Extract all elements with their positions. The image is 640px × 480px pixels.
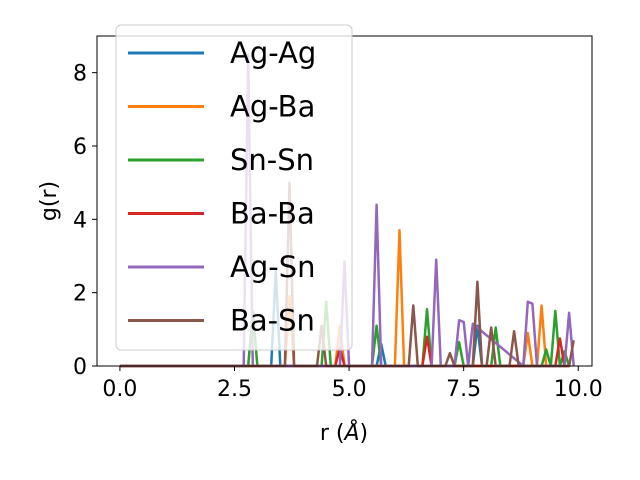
y-tick-label: 0 <box>73 355 87 380</box>
legend: Ag-Ag Ag-Ba Sn-Sn Ba-Ba Ag-Sn Ba-Sn <box>115 24 353 351</box>
y-axis-label: g(r) <box>37 181 62 221</box>
legend-label-sn-sn: Sn-Sn <box>230 143 314 177</box>
x-axis-ticks: 0.0 2.5 5.0 7.5 10.0 <box>102 366 603 402</box>
y-tick-label: 8 <box>73 62 87 87</box>
legend-box <box>115 24 353 351</box>
series-line-ba-ba <box>119 335 570 368</box>
legend-label-ag-ba: Ag-Ba <box>230 90 315 124</box>
x-tick-label: 2.5 <box>217 377 252 402</box>
y-tick-label: 6 <box>73 135 87 160</box>
x-tick-label: 10.0 <box>554 377 603 402</box>
legend-label-ag-ag: Ag-Ag <box>230 36 316 70</box>
x-axis-label: r (Å) <box>320 419 368 446</box>
x-tick-label: 7.5 <box>446 377 481 402</box>
x-tick-label: 5.0 <box>332 377 367 402</box>
legend-label-ba-sn: Ba-Sn <box>230 304 315 338</box>
legend-label-ba-ba: Ba-Ba <box>230 197 315 231</box>
x-tick-label: 0.0 <box>102 377 137 402</box>
x-axis-unit: Å <box>342 419 359 446</box>
y-axis-ticks: 0 2 4 6 8 <box>73 62 97 380</box>
y-tick-label: 4 <box>73 208 87 233</box>
y-tick-label: 2 <box>73 282 87 307</box>
legend-label-ag-sn: Ag-Sn <box>230 250 316 284</box>
